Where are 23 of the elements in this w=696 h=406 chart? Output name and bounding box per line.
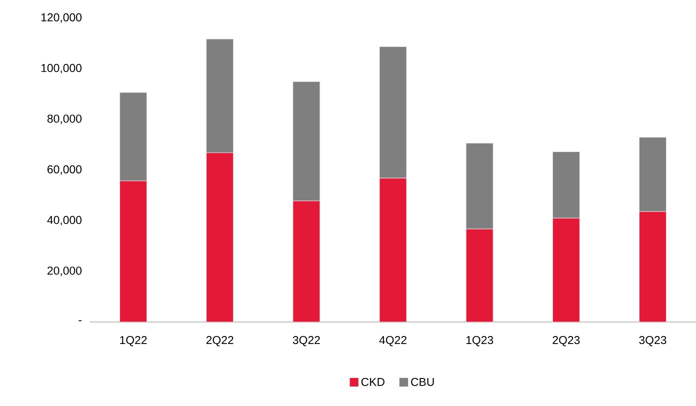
x-tick-label: 2Q22 [206,336,234,346]
x-tick-label: 2Q23 [552,336,580,346]
bar [120,180,148,322]
legend-label: CBU [411,378,434,386]
x-tick-label: 4Q22 [379,336,406,346]
x-tick-label: 3Q23 [639,336,666,346]
legend-label: CKD [361,378,384,386]
y-tick-label: 60,000 [48,165,82,175]
bar [292,200,320,322]
bar [638,211,666,322]
y-tick-label: 20,000 [48,266,82,276]
x-tick-label: 1Q22 [120,336,147,346]
y-tick-label: 80,000 [47,114,82,124]
y-tick-label: 120,000 [41,13,82,23]
y-tick-label: 100,000 [41,64,82,74]
bar [379,178,407,322]
bar [206,152,234,322]
x-tick-label: 3Q22 [292,336,320,346]
bar [552,218,580,322]
y-tick-label: - [78,320,82,322]
x-tick-label: 1Q23 [466,336,494,346]
bar [466,228,494,322]
y-tick-label: 40,000 [47,216,82,226]
